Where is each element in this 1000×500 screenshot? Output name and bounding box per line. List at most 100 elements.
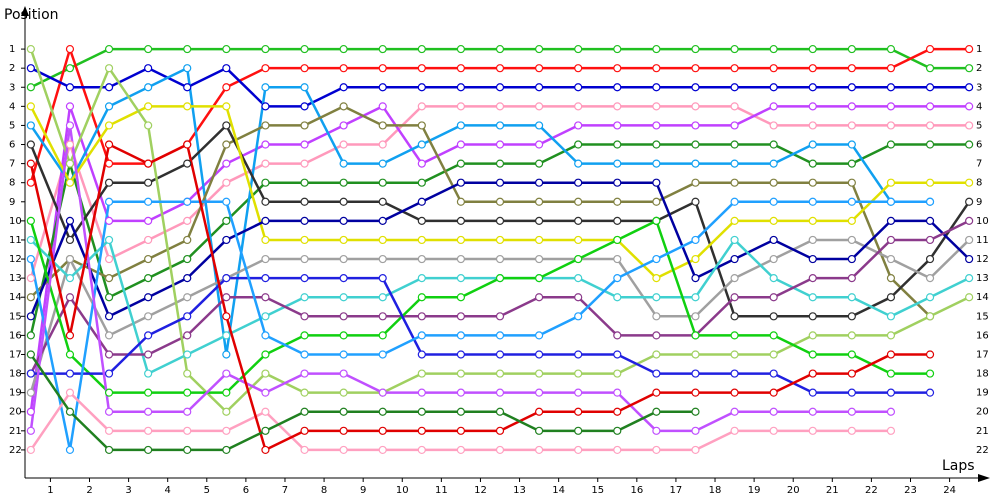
lap-marker <box>965 140 974 149</box>
lap-marker <box>730 121 739 130</box>
lap-marker <box>144 388 153 397</box>
lap-marker <box>652 121 661 130</box>
lap-marker <box>104 369 114 378</box>
lap-marker <box>534 369 544 378</box>
lap-marker <box>613 178 622 187</box>
lap-marker <box>417 216 426 225</box>
lap-marker <box>847 274 856 283</box>
lap-marker <box>417 140 426 149</box>
lap-marker <box>691 312 700 321</box>
lap-marker <box>456 235 466 245</box>
lap-marker <box>144 312 153 321</box>
lap-marker <box>769 235 778 245</box>
lap-marker <box>574 407 583 416</box>
lap-marker <box>534 350 544 359</box>
lap-marker <box>534 197 544 206</box>
lap-marker <box>261 178 270 187</box>
x-tick-label: 7 <box>282 485 288 496</box>
lap-marker <box>300 293 309 302</box>
lap-marker <box>417 235 426 245</box>
lap-marker <box>495 140 505 149</box>
lap-marker <box>378 331 387 340</box>
lap-marker <box>730 178 739 187</box>
y-tick-label-right: 1 <box>976 44 982 55</box>
lap-marker <box>495 178 505 187</box>
lap-marker <box>495 350 505 359</box>
x-tick-label: 18 <box>709 485 722 496</box>
y-tick-label: 22 <box>9 445 22 456</box>
lap-marker <box>886 235 896 245</box>
lap-marker <box>183 159 192 168</box>
y-axis-title: Position <box>4 7 59 23</box>
lap-marker <box>104 312 114 321</box>
lap-marker <box>691 64 700 73</box>
lap-marker <box>104 102 114 111</box>
y-tick-label-right: 3 <box>976 82 982 93</box>
lap-marker <box>495 64 505 73</box>
lap-marker <box>378 426 387 435</box>
lap-marker <box>925 178 935 187</box>
y-tick-label: 11 <box>9 235 22 246</box>
lap-marker <box>378 121 387 130</box>
lap-marker <box>691 121 700 130</box>
lap-marker <box>417 350 426 359</box>
lap-marker <box>847 102 856 111</box>
lap-marker <box>847 140 856 149</box>
x-tick-label: 16 <box>630 485 643 496</box>
lap-marker <box>652 388 661 397</box>
lap-marker <box>65 388 75 397</box>
lap-marker <box>300 216 309 225</box>
lap-marker <box>339 44 348 54</box>
lap-marker <box>691 83 700 92</box>
lap-marker <box>495 445 505 455</box>
lap-marker <box>417 159 426 168</box>
y-tick-label: 3 <box>9 82 15 93</box>
lap-marker <box>183 312 192 321</box>
series-line <box>29 390 891 452</box>
x-tick-label: 3 <box>125 485 131 496</box>
lap-marker <box>144 102 153 111</box>
lap-marker <box>144 445 153 455</box>
lap-marker <box>417 178 426 187</box>
lap-marker <box>144 64 153 73</box>
lap-marker <box>26 445 35 455</box>
lap-marker <box>769 407 778 416</box>
lap-marker <box>144 254 153 264</box>
lap-marker <box>26 44 35 54</box>
lap-marker <box>495 388 505 397</box>
lap-marker <box>965 44 974 54</box>
lap-marker <box>456 331 466 340</box>
lap-marker <box>183 235 192 245</box>
lap-marker <box>26 102 35 111</box>
y-tick-label: 15 <box>9 311 22 322</box>
lap-marker <box>613 369 622 378</box>
x-tick-label: 19 <box>748 485 761 496</box>
lap-marker <box>808 121 817 130</box>
lap-marker <box>417 254 426 264</box>
lap-marker <box>769 140 778 149</box>
lap-marker <box>613 159 622 168</box>
lap-marker <box>456 350 466 359</box>
lap-marker <box>104 235 114 245</box>
x-tick-label: 23 <box>904 485 917 496</box>
lap-marker <box>300 159 309 168</box>
lap-marker <box>104 197 114 206</box>
lap-marker <box>378 140 387 149</box>
lap-marker <box>144 350 153 359</box>
lap-marker <box>808 197 817 206</box>
x-tick-label: 9 <box>360 485 366 496</box>
lap-marker <box>495 83 505 92</box>
lap-marker <box>574 83 583 92</box>
lap-marker <box>378 83 387 92</box>
lap-marker <box>378 197 387 206</box>
lap-marker <box>730 407 739 416</box>
lap-marker <box>417 369 426 378</box>
lap-marker <box>300 197 309 206</box>
lap-marker <box>613 216 622 225</box>
y-tick-label-right: 14 <box>976 292 989 303</box>
lap-marker <box>222 102 231 111</box>
lap-marker <box>534 426 544 435</box>
lap-marker <box>261 445 270 455</box>
lap-marker <box>769 388 778 397</box>
lap-marker <box>261 407 270 416</box>
